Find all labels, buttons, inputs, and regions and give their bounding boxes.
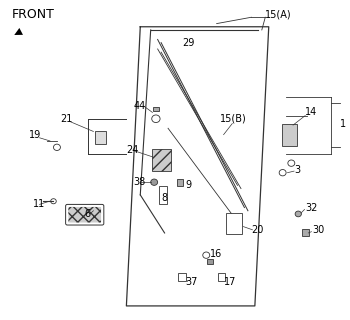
Bar [218, 273, 225, 281]
Text: 19: 19 [29, 130, 41, 140]
Bar [177, 179, 183, 186]
Bar [153, 107, 159, 111]
Circle shape [203, 252, 210, 258]
Circle shape [151, 179, 158, 185]
Bar [178, 273, 186, 281]
Text: 8: 8 [161, 193, 167, 203]
FancyBboxPatch shape [68, 207, 101, 222]
Text: 1: 1 [340, 118, 346, 129]
Circle shape [295, 211, 301, 217]
Text: 29: 29 [182, 38, 194, 48]
Bar [207, 259, 212, 264]
Text: FRONT: FRONT [12, 8, 55, 20]
Circle shape [54, 144, 61, 150]
Text: 3: 3 [295, 164, 301, 174]
Circle shape [288, 160, 295, 166]
Text: 20: 20 [251, 225, 264, 235]
Text: 44: 44 [133, 101, 146, 111]
Bar [302, 229, 309, 236]
Text: 9: 9 [186, 180, 191, 190]
Text: 11: 11 [33, 199, 45, 209]
Text: 16: 16 [210, 249, 222, 259]
FancyBboxPatch shape [66, 204, 104, 225]
Bar [226, 213, 242, 234]
Text: 14: 14 [305, 108, 317, 117]
Text: 17: 17 [224, 277, 236, 287]
Text: 24: 24 [126, 146, 139, 156]
Circle shape [51, 199, 56, 204]
Text: 32: 32 [305, 203, 317, 212]
Text: 15(A): 15(A) [265, 9, 292, 19]
Bar [95, 132, 106, 144]
Text: 30: 30 [312, 225, 324, 235]
Text: 6: 6 [85, 209, 91, 219]
Circle shape [152, 115, 160, 123]
Text: 37: 37 [186, 277, 198, 287]
Bar [152, 149, 171, 171]
Text: 38: 38 [133, 177, 146, 187]
Bar [282, 124, 298, 146]
Text: 15(B): 15(B) [220, 114, 247, 124]
Text: 21: 21 [61, 114, 73, 124]
Bar [159, 186, 167, 204]
Circle shape [279, 170, 286, 176]
